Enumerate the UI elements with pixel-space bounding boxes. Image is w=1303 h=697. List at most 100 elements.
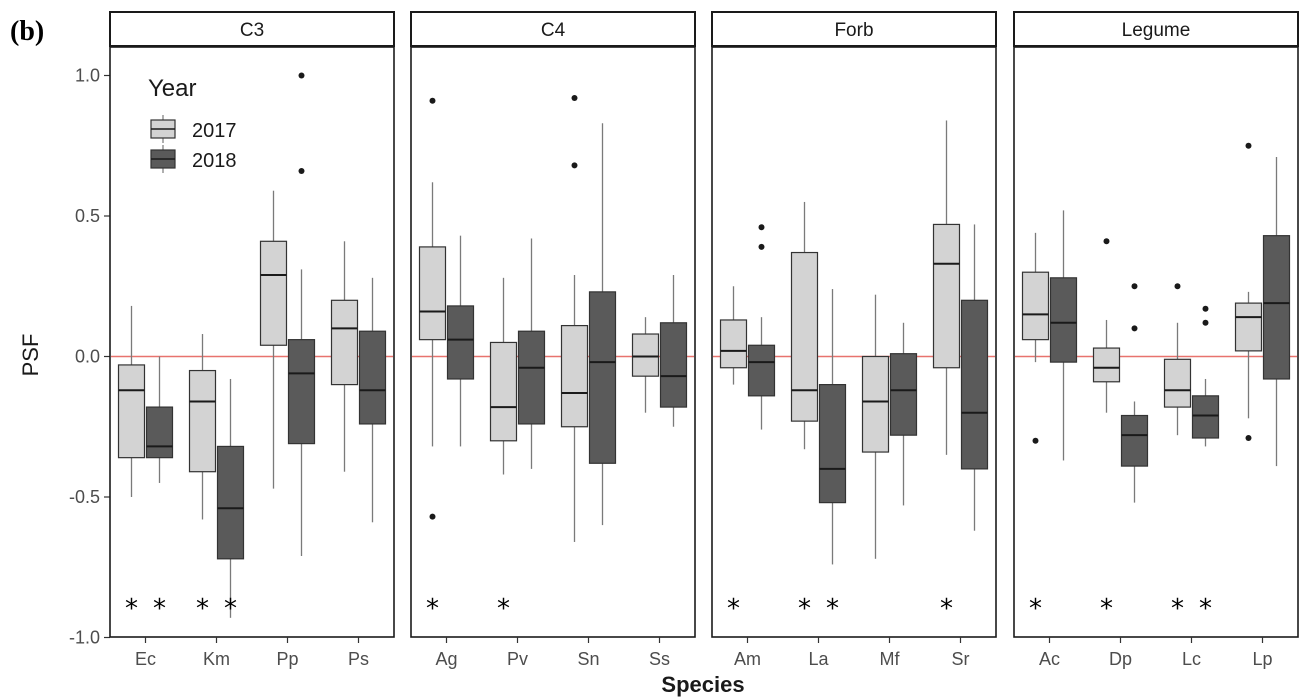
- box-2018: [1191, 305, 1220, 447]
- panel-strip: [711, 11, 997, 47]
- box-2017: [932, 120, 961, 455]
- panel-strip: [410, 11, 696, 47]
- box-iqr: [889, 353, 918, 436]
- box-iqr: [1163, 358, 1192, 408]
- significance-star: *: [727, 594, 740, 624]
- box-iqr: [659, 322, 688, 408]
- x-tick-label: Pp: [276, 649, 298, 669]
- species-am: Am *: [719, 224, 776, 669]
- box-iqr: [1191, 395, 1220, 439]
- x-tick-label: Ag: [435, 649, 457, 669]
- panel-border: [410, 46, 696, 638]
- box-iqr: [216, 445, 245, 560]
- box-2018: [145, 356, 174, 483]
- box-2017: [861, 294, 890, 559]
- box-2018: [889, 322, 918, 506]
- species-sn: Sn: [560, 94, 617, 669]
- species-sr: Sr *: [932, 120, 989, 669]
- box-iqr: [1021, 271, 1050, 341]
- x-tick-label: Ac: [1039, 649, 1060, 669]
- box-2018: [446, 235, 475, 447]
- species-ss: Ss: [631, 275, 688, 669]
- box-iqr: [188, 369, 217, 473]
- box-iqr: [790, 251, 819, 422]
- box-2018: [818, 289, 847, 565]
- outlier-point: [1245, 434, 1252, 441]
- species-ac: Ac *: [1021, 210, 1078, 669]
- outlier-point: [1131, 325, 1138, 332]
- y-tick-label: 1.0: [75, 66, 100, 86]
- species-mf: Mf: [861, 294, 918, 669]
- significance-star: *: [1171, 594, 1184, 624]
- box-2017: [330, 241, 359, 472]
- x-tick-label: Am: [734, 649, 761, 669]
- box-iqr: [358, 330, 387, 425]
- panel-border: [109, 46, 395, 638]
- x-tick-label: Lc: [1182, 649, 1201, 669]
- box-2017: [1163, 283, 1192, 436]
- legend-label: 2017: [192, 120, 237, 142]
- species-ag: Ag *: [418, 97, 475, 669]
- box-iqr: [588, 291, 617, 464]
- legend-title: Year: [148, 75, 197, 102]
- significance-star: *: [153, 594, 166, 624]
- box-2018: [1120, 283, 1149, 503]
- x-tick-label: Km: [203, 649, 230, 669]
- box-iqr: [560, 324, 589, 428]
- box-2017: [418, 97, 447, 520]
- x-tick-label: La: [808, 649, 829, 669]
- box-2017: [188, 334, 217, 520]
- box-2017: [631, 317, 660, 413]
- x-axis-title: Species: [661, 672, 744, 697]
- outlier-point: [571, 94, 578, 101]
- box-iqr: [861, 355, 890, 453]
- panel-forb: Forb Am * La * * Mf Sr *: [711, 11, 997, 669]
- box-2018: [659, 275, 688, 427]
- panel-legume: Legume Ac * Dp * Lc * * Lp: [1013, 11, 1299, 669]
- box-2017: [560, 94, 589, 542]
- significance-star: *: [1199, 594, 1212, 624]
- species-lp: Lp: [1234, 142, 1291, 669]
- y-tick-label: -1.0: [69, 628, 100, 648]
- outlier-point: [1202, 319, 1209, 326]
- box-2017: [719, 286, 748, 385]
- facet-panels: C3 Ec * * Km * * Pp Ps C4 Ag * Pv * Sn Ss Forb Am * La * * Mf S…: [109, 11, 1299, 669]
- outlier-point: [1174, 283, 1181, 290]
- y-tick-label: 0.5: [75, 206, 100, 226]
- significance-star: *: [224, 594, 237, 624]
- x-tick-label: Ps: [348, 649, 369, 669]
- box-2018: [358, 277, 387, 523]
- x-tick-label: Ec: [135, 649, 156, 669]
- panel-strip: [1013, 11, 1299, 47]
- box-iqr: [446, 305, 475, 380]
- x-tick-label: Mf: [880, 649, 901, 669]
- x-tick-label: Sn: [577, 649, 599, 669]
- box-iqr: [1234, 302, 1263, 352]
- x-tick-label: Dp: [1109, 649, 1132, 669]
- outlier-point: [758, 243, 765, 250]
- outlier-point: [298, 168, 305, 175]
- box-2017: [1092, 238, 1121, 413]
- legend-entry-2017: 2017: [150, 115, 237, 143]
- box-iqr: [117, 364, 146, 459]
- box-iqr: [1120, 414, 1149, 467]
- legend-entry-2018: 2018: [150, 145, 237, 173]
- species-dp: Dp *: [1092, 238, 1149, 669]
- significance-star: *: [196, 594, 209, 624]
- outlier-point: [1032, 437, 1039, 444]
- panel-c3: C3 Ec * * Km * * Pp Ps: [109, 11, 395, 669]
- box-2017: [489, 277, 518, 475]
- box-iqr: [1049, 277, 1078, 363]
- species-pp: Pp: [259, 72, 316, 669]
- box-iqr: [489, 341, 518, 442]
- panel-strip-label: C3: [240, 20, 264, 41]
- significance-star: *: [1029, 594, 1042, 624]
- x-tick-label: Sr: [952, 649, 970, 669]
- figure-label: (b): [10, 16, 44, 47]
- species-lc: Lc * *: [1163, 283, 1220, 669]
- species-km: Km * *: [188, 334, 245, 669]
- box-2018: [1049, 210, 1078, 461]
- significance-star: *: [1100, 594, 1113, 624]
- box-2018: [216, 378, 245, 618]
